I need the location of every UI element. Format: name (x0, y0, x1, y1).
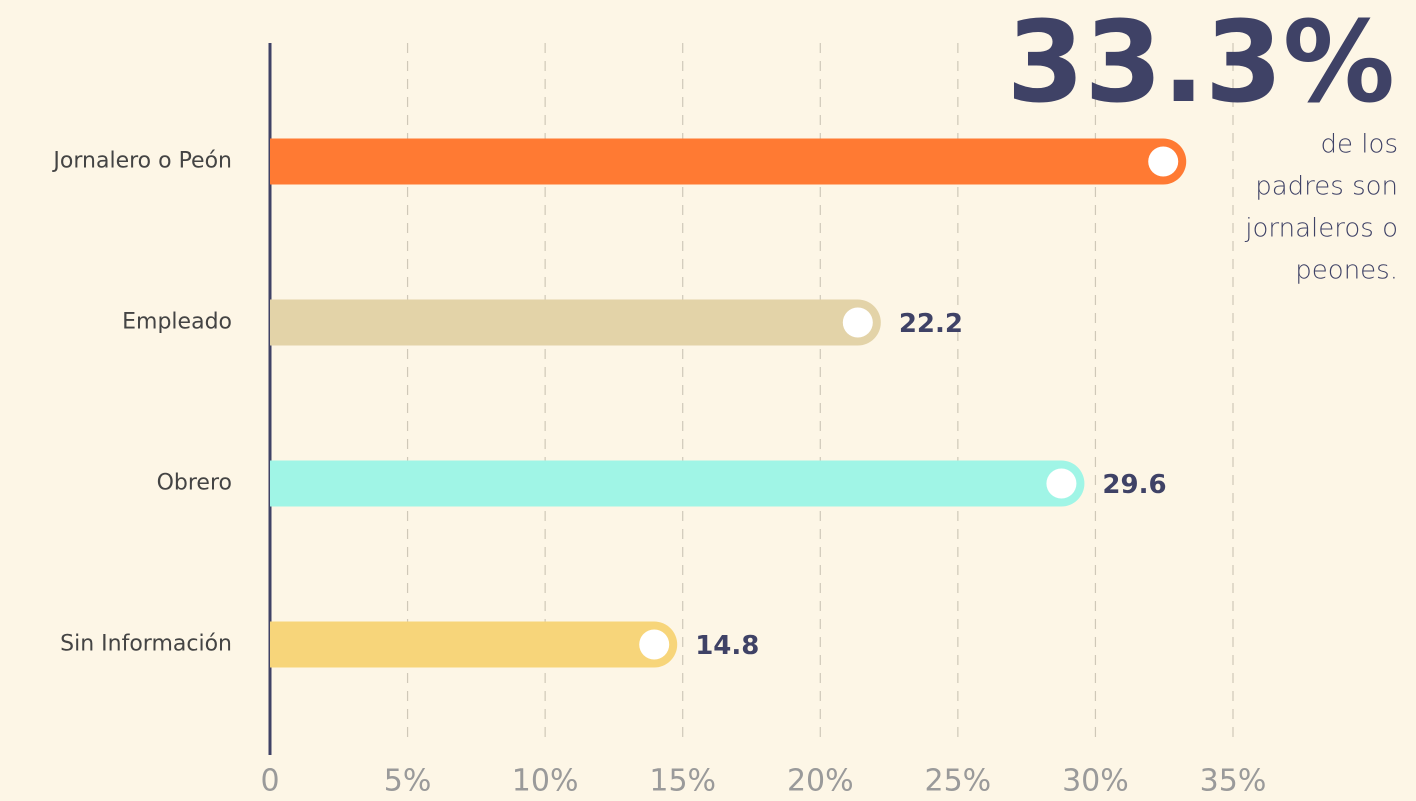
bar (270, 299, 881, 346)
x-tick-label: 30% (1062, 764, 1129, 799)
category-label: Jornalero o Peón (51, 149, 232, 174)
bar-end-dot (639, 629, 670, 660)
annotation-line: padres son (1255, 172, 1398, 202)
bar (270, 621, 678, 668)
value-label: 14.8 (695, 631, 759, 661)
annotation-headline: 33.3% (1006, 0, 1395, 128)
x-tick-label: 0 (260, 764, 279, 799)
value-label: 22.2 (899, 309, 963, 339)
bar-end-dot (1046, 468, 1077, 499)
bar-end-dot (1148, 146, 1179, 177)
x-tick-label: 10% (512, 764, 579, 799)
bar-end-dot (842, 307, 873, 338)
annotation-line: de los (1321, 130, 1398, 160)
x-tick-label: 20% (787, 764, 854, 799)
x-tick-label: 5% (384, 764, 432, 799)
bar (270, 138, 1187, 185)
value-label: 29.6 (1102, 470, 1166, 500)
x-tick-label: 25% (925, 764, 992, 799)
category-label: Sin Información (60, 632, 232, 657)
category-label: Empleado (122, 310, 232, 335)
x-tick-label: 35% (1200, 764, 1267, 799)
annotation-line: peones. (1295, 256, 1398, 286)
annotation-line: jornaleros o (1244, 214, 1398, 244)
category-label: Obrero (157, 471, 232, 496)
bar (270, 460, 1085, 507)
x-tick-label: 15% (649, 764, 716, 799)
